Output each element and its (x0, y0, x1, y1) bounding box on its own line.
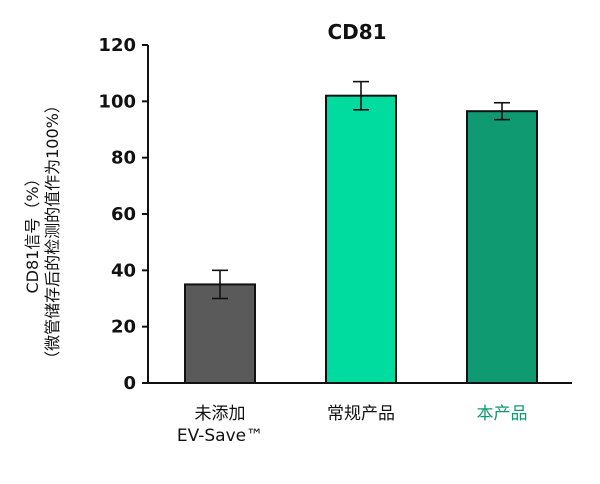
y-axis-label: CD81信号（%） （微管储存后的检测的值作为100%） (23, 97, 62, 367)
y-tick-label: 40 (111, 260, 136, 281)
error-bars (212, 80, 510, 300)
x-category-label-1: EV-Save™ (177, 426, 263, 446)
bar-3 (466, 110, 538, 384)
y-tick-label: 120 (98, 35, 136, 56)
y-tick-label: 100 (98, 91, 136, 112)
y-axis-label-line-2: （微管储存后的检测的值作为100%） (43, 97, 62, 367)
y-tick-label: 80 (111, 148, 136, 169)
x-category-label-1: 未添加 (195, 404, 246, 424)
y-ticks: 0 20 40 60 80 100 120 (98, 35, 148, 394)
y-tick-label: 60 (111, 204, 136, 225)
bars (184, 94, 538, 384)
x-category-label-3: 本产品 (477, 404, 528, 424)
bar-1 (184, 283, 256, 384)
y-axis-label-line-1: CD81信号（%） (23, 170, 42, 293)
y-tick-label: 0 (123, 373, 136, 394)
x-category-label-2: 常规产品 (327, 404, 395, 424)
bar-2 (325, 94, 397, 384)
y-tick-label: 20 (111, 317, 136, 338)
chart-title: CD81 (327, 20, 386, 44)
